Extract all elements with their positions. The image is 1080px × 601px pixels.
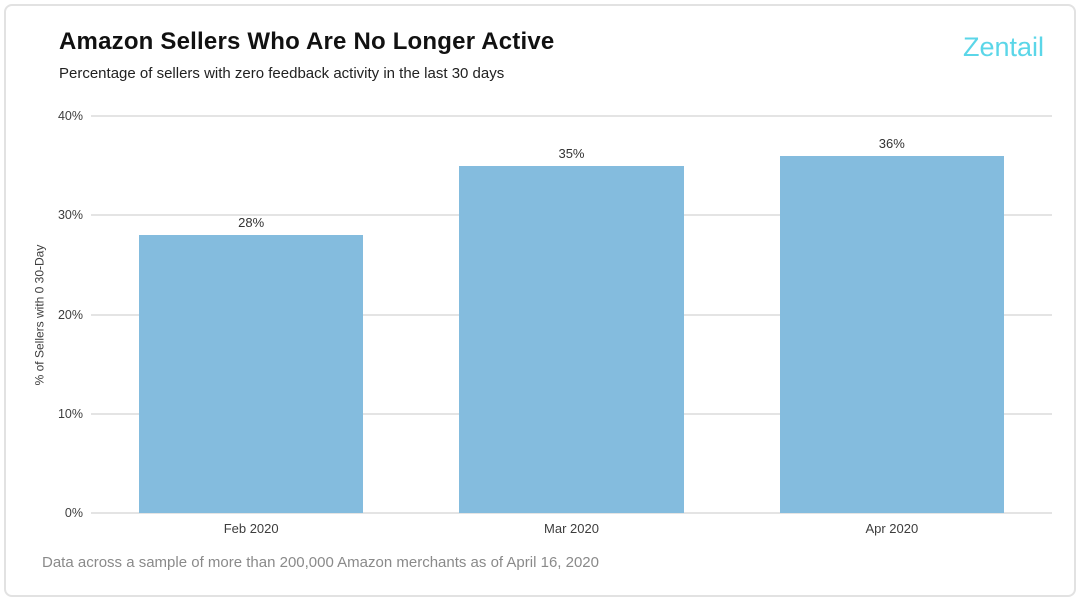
x-tick-label: Mar 2020 [544, 521, 599, 536]
y-tick-label: 30% [57, 208, 83, 223]
bar-slot: 35% [411, 116, 731, 513]
bar-value-label: 36% [878, 135, 905, 151]
zentail-logo: Zentail [962, 32, 1044, 62]
y-axis: 0% 10% 20% 30% 40% [6, 109, 83, 520]
gridline [91, 512, 1052, 514]
bar-chart: % of Sellers with 0 30-Day 0% 10% 20% 30% 40… [6, 6, 1074, 595]
bar [139, 235, 364, 513]
x-tick-label: Feb 2020 [223, 521, 279, 536]
chart-title: Amazon Sellers Who Are No Longer Active [59, 28, 555, 55]
y-tick-label: 10% [57, 406, 83, 421]
bar [779, 155, 1004, 513]
x-axis: Feb 2020 Mar 2020 Apr 2020 [91, 519, 1052, 539]
bar-value-label: 35% [558, 145, 585, 161]
chart-subtitle: Percentage of sellers with zero feedback… [59, 65, 505, 82]
y-tick-label: 20% [57, 307, 83, 322]
bar-slot: 28% [91, 116, 411, 513]
bar [459, 165, 684, 513]
bar-slot: 36% [732, 116, 1052, 513]
x-tick-label: Apr 2020 [865, 521, 919, 536]
y-tick-label: 0% [64, 506, 83, 520]
chart-header: Amazon Sellers Who Are No Longer Active … [59, 28, 554, 82]
chart-card: Amazon Sellers Who Are No Longer Active … [4, 4, 1076, 597]
plot-area: 28% 35% 36% [91, 115, 1052, 514]
gridline [91, 115, 1052, 117]
bar-value-label: 28% [238, 215, 265, 231]
footer-note: Data across a sample of more than 200,00… [42, 554, 599, 571]
y-tick-label: 40% [57, 109, 83, 123]
